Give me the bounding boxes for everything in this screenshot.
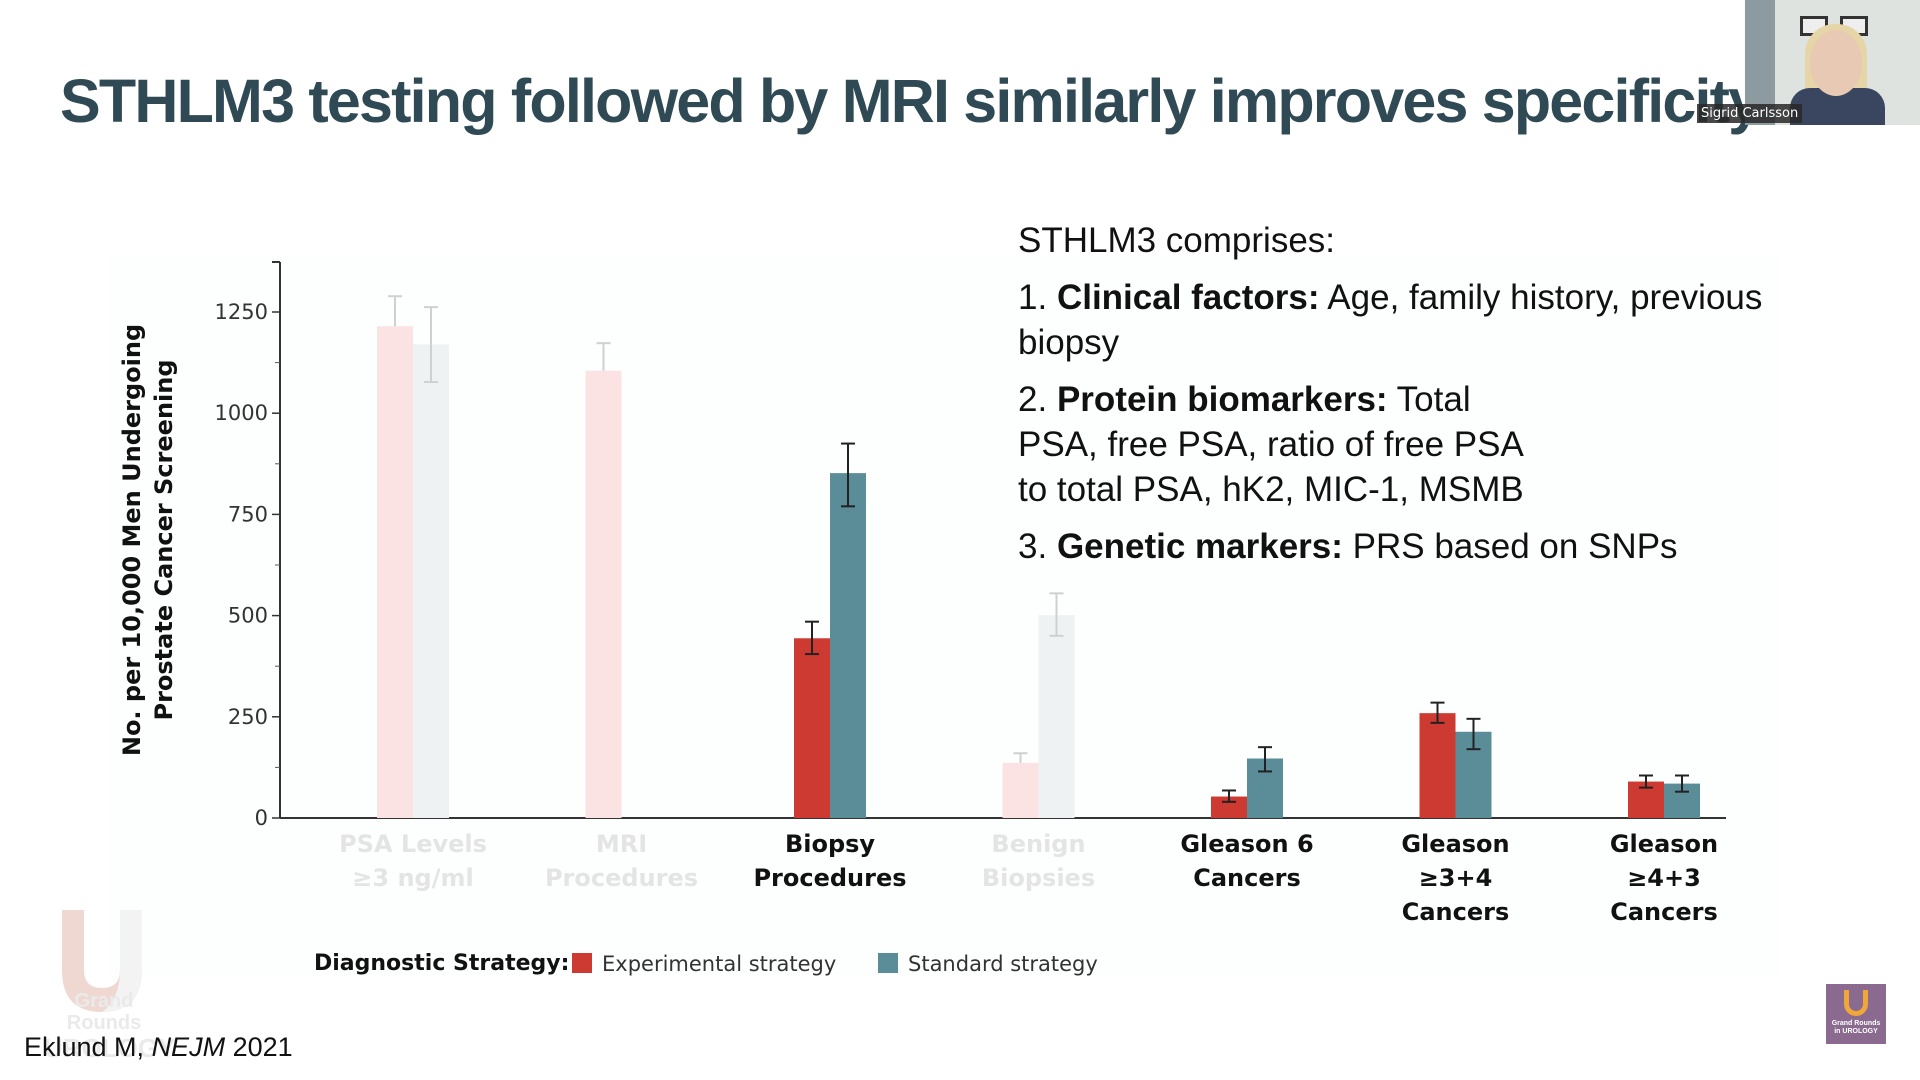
x-tick-label: Procedures (545, 864, 698, 892)
legend-title: Diagnostic Strategy: (314, 951, 569, 976)
x-tick-label: Cancers (1193, 864, 1301, 892)
x-tick-label: ≥3+4 (1419, 864, 1493, 892)
info-panel: STHLM3 comprises: 1. Clinical factors: A… (1018, 218, 1778, 581)
bar-experimental (1211, 796, 1247, 818)
y-tick-label: 0 (255, 806, 268, 830)
x-tick-label: Benign (991, 830, 1085, 858)
u-logo-icon (1844, 990, 1868, 1016)
info-item-1: 1. Clinical factors: Age, family history… (1018, 275, 1778, 365)
bar-experimental (377, 326, 413, 818)
y-tick-label: 750 (228, 502, 268, 526)
x-tick-label: Gleason (1610, 830, 1718, 858)
bar-standard (1038, 615, 1075, 818)
y-tick-label: 1000 (215, 401, 268, 425)
corner-logo-line2: in UROLOGY (1834, 1028, 1878, 1035)
item-text: Age, family history, previous biopsy (1018, 278, 1763, 362)
legend-label: Experimental strategy (602, 952, 836, 976)
legend-swatch (572, 953, 592, 973)
item-number: 2. (1018, 380, 1048, 419)
item-label: Clinical factors: (1056, 278, 1320, 317)
info-heading: STHLM3 comprises: (1018, 221, 1336, 260)
item-label: Genetic markers: (1056, 527, 1343, 566)
watermark-text: Grand Rounds UROLOGY (44, 990, 176, 1063)
citation: Eklund M, NEJM 2021 (24, 1032, 293, 1063)
item-number: 1. (1018, 278, 1048, 317)
y-axis-label: No. per 10,000 Men Undergoing (118, 324, 146, 756)
info-item-3: 3. Genetic markers: PRS based on SNPs (1018, 524, 1778, 569)
slide-title: STHLM3 testing followed by MRI similarly… (60, 67, 1762, 135)
legend-label: Standard strategy (908, 952, 1098, 976)
speaker-face (1810, 30, 1862, 96)
legend-swatch (878, 953, 898, 973)
bar-standard (830, 473, 866, 818)
x-tick-label: Gleason (1401, 830, 1509, 858)
item-number: 3. (1018, 527, 1048, 566)
bar-experimental (1419, 713, 1456, 818)
item-text: PRS based on SNPs (1342, 527, 1678, 566)
x-tick-label: Biopsy (785, 830, 875, 858)
x-tick-label: ≥3 ng/ml (352, 864, 473, 892)
bar-experimental (585, 370, 622, 818)
speaker-name-label: Sigrid Carlsson (1697, 104, 1803, 123)
x-tick-label: Procedures (753, 864, 906, 892)
y-tick-label: 1250 (215, 300, 268, 324)
corner-logo-line1: Grand Rounds (1831, 1020, 1881, 1027)
x-tick-label: PSA Levels (339, 830, 487, 858)
x-tick-label: Biopsies (982, 864, 1095, 892)
info-item-2: 2. Protein biomarkers: Total PSA, free P… (1018, 377, 1538, 512)
watermark-line1: Grand Rounds (66, 990, 142, 1034)
citation-year: 2021 (225, 1032, 293, 1062)
corner-logo-text: Grand Rounds in UROLOGY (1826, 1020, 1886, 1036)
citation-journal: NEJM (151, 1032, 226, 1062)
x-tick-label: Cancers (1610, 898, 1718, 926)
y-tick-label: 500 (228, 604, 268, 628)
y-axis-label: Prostate Cancer Screening (150, 359, 178, 720)
bar-experimental (794, 638, 830, 818)
x-tick-label: ≥4+3 (1627, 864, 1701, 892)
watermark-line2: UROLOGY (44, 1033, 176, 1063)
item-text: Total PSA, free PSA, ratio of free PSA t… (1018, 380, 1524, 509)
item-label: Protein biomarkers: (1056, 380, 1388, 419)
y-tick-label: 250 (228, 705, 268, 729)
x-tick-label: Cancers (1402, 898, 1510, 926)
x-tick-label: MRI (596, 830, 647, 858)
bar-standard (413, 344, 449, 818)
grand-rounds-logo: Grand Rounds in UROLOGY (1826, 984, 1886, 1044)
citation-author: Eklund M, (24, 1032, 152, 1062)
watermark-logo-icon (62, 910, 142, 1012)
x-tick-label: Gleason 6 (1180, 830, 1313, 858)
bar-experimental (1002, 762, 1039, 818)
